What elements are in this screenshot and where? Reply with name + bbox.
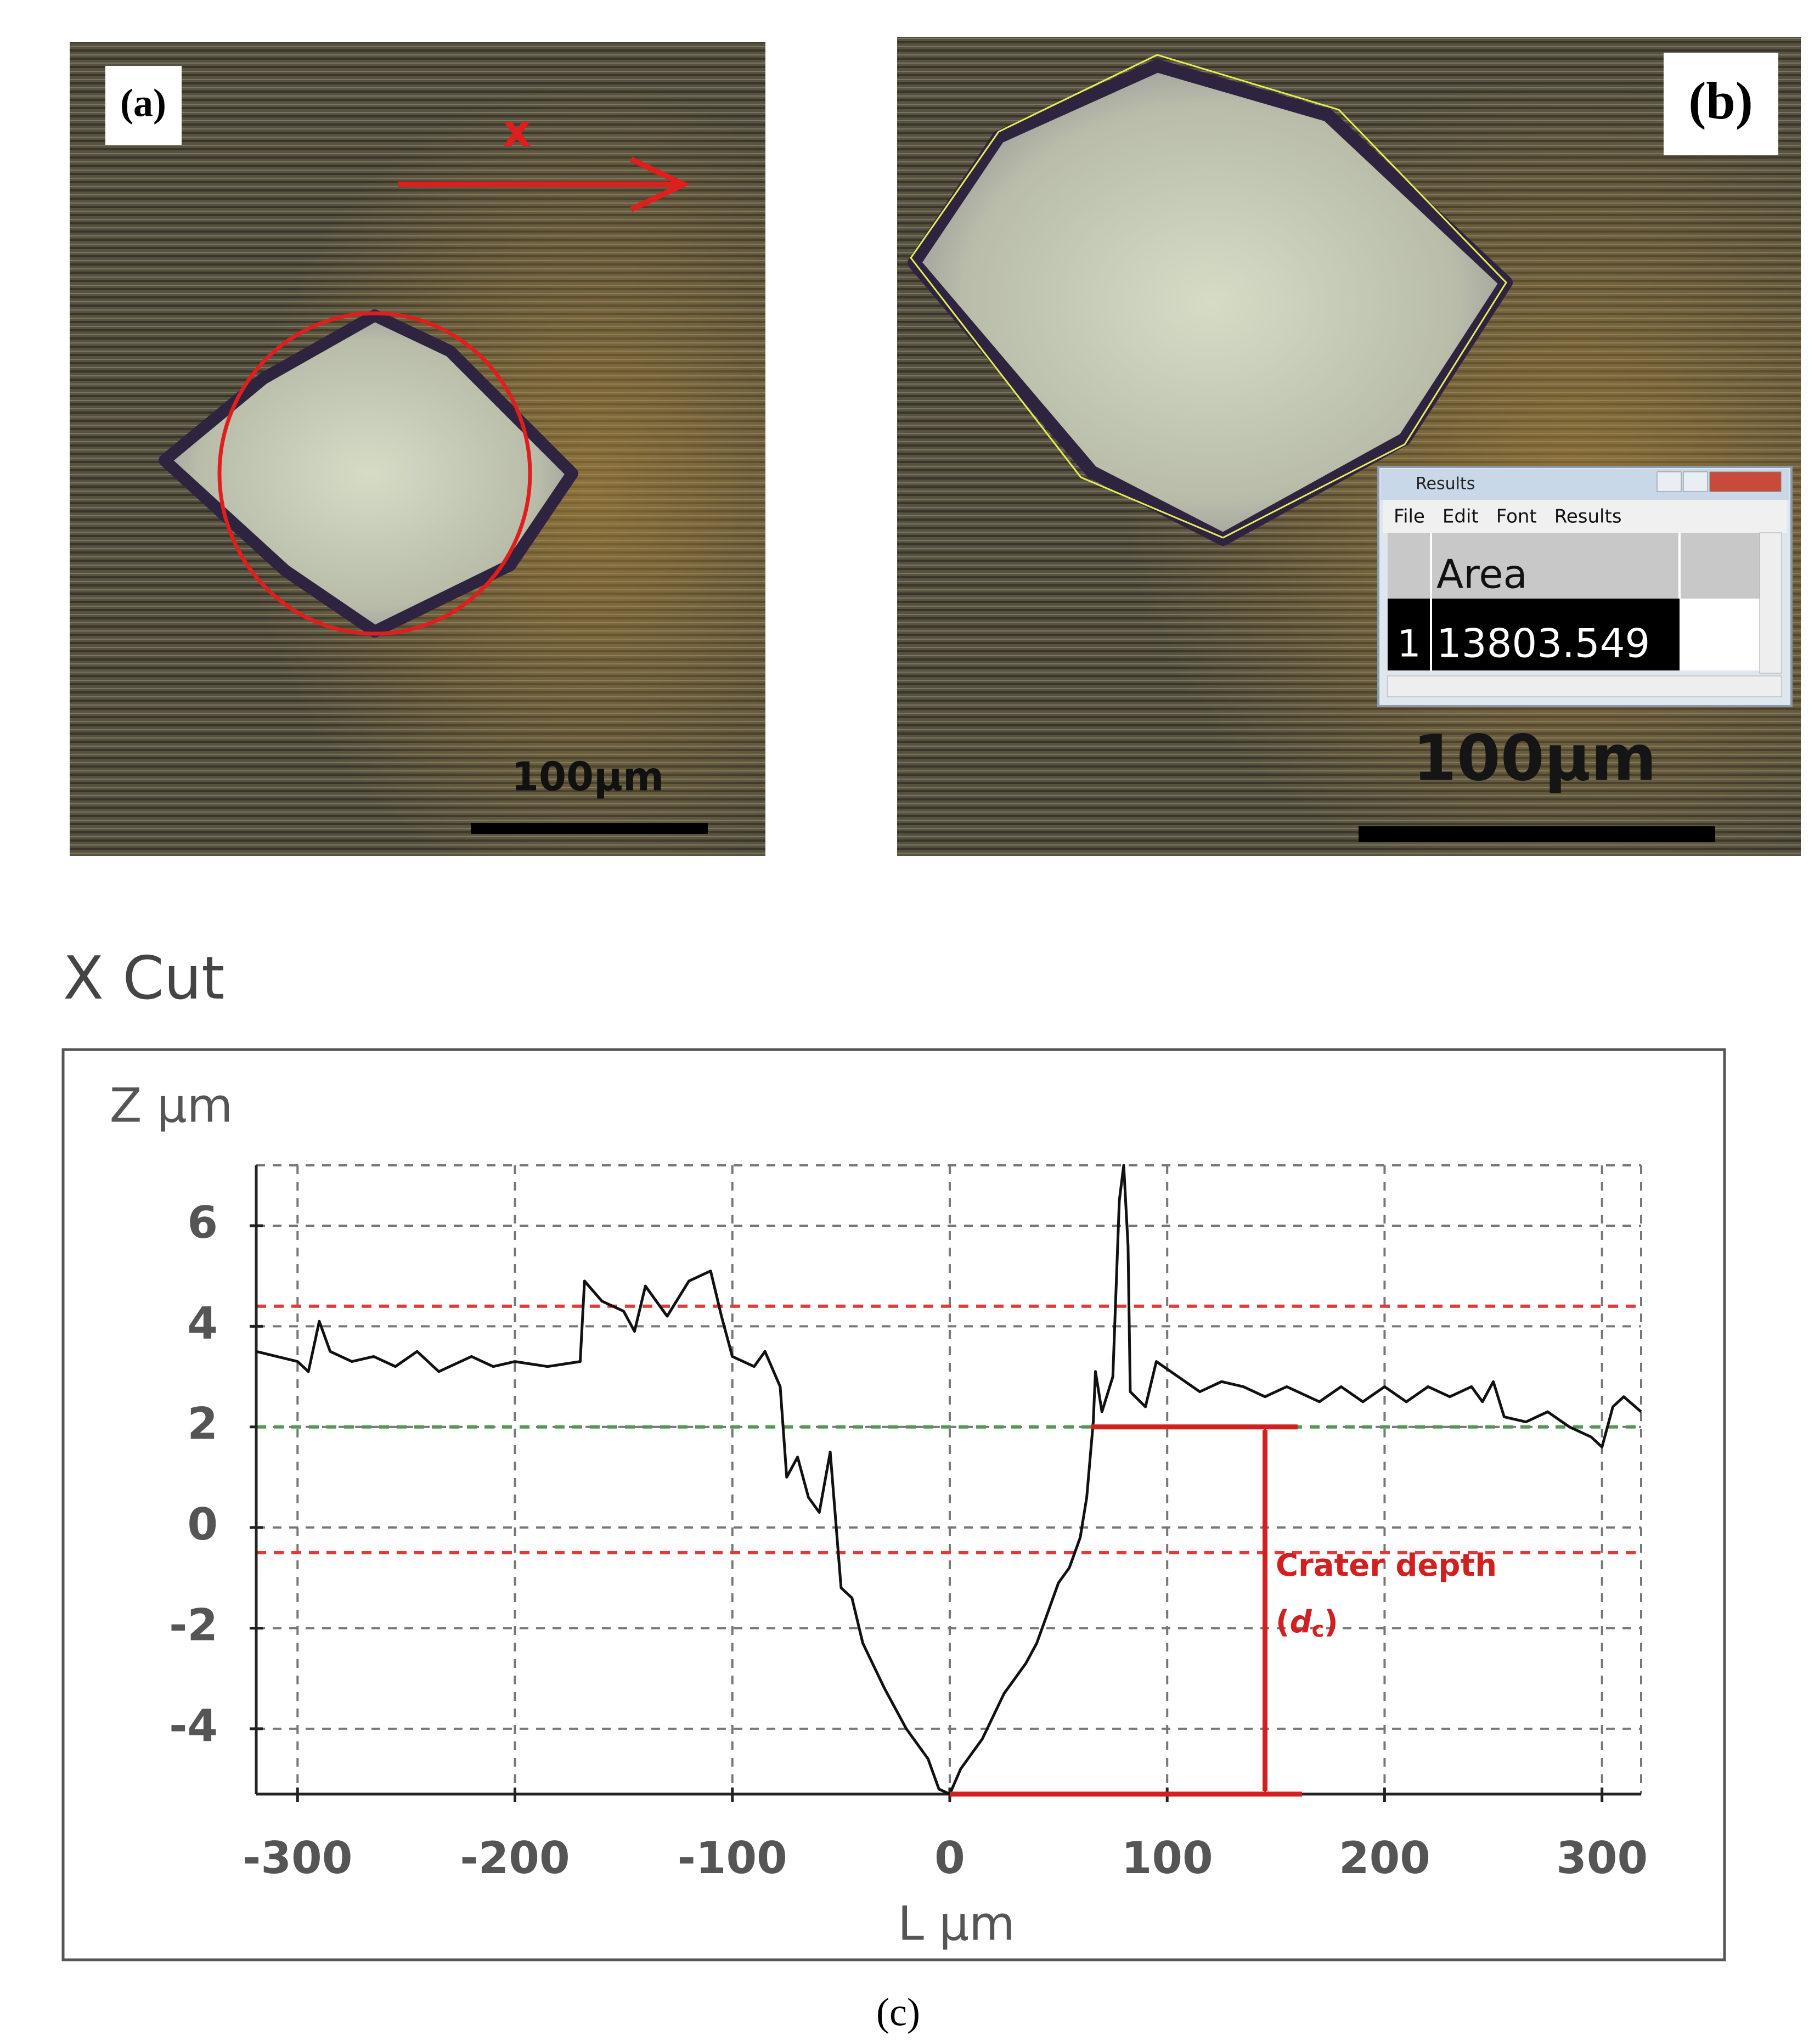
- annotation-symbol: (dc): [1276, 1604, 1338, 1641]
- chart-frame: [61, 1048, 1726, 1961]
- symbol-subscript: c: [1312, 1617, 1325, 1642]
- annotation-text: Crater depth: [1276, 1548, 1497, 1583]
- micrograph-a: (a) x 100µm: [70, 42, 765, 856]
- chart-title: X Cut: [63, 944, 225, 1013]
- symbol-base: d: [1290, 1604, 1312, 1640]
- panel-label: (c): [876, 1991, 920, 2034]
- y-tick-label: 6: [187, 1197, 218, 1248]
- window-title: Results: [1416, 475, 1475, 494]
- x-tick-label: -100: [678, 1833, 787, 1884]
- y-tick-label: -2: [169, 1599, 218, 1650]
- x-tick-label: 0: [934, 1833, 965, 1884]
- close-button[interactable]: [1709, 471, 1782, 492]
- x-axis-label: L µm: [898, 1896, 1015, 1951]
- column-header: Area: [1436, 551, 1528, 597]
- horizontal-scrollbar[interactable]: [1387, 675, 1782, 697]
- row-index: 1: [1397, 623, 1421, 666]
- y-tick-label: 2: [187, 1399, 218, 1450]
- maximize-button[interactable]: [1683, 471, 1708, 492]
- micrograph-b: (b) Results File Edit Font Results Area 1 1…: [897, 37, 1801, 856]
- scale-bar-label: 100µm: [1413, 722, 1657, 796]
- y-tick-label: -4: [169, 1700, 218, 1751]
- x-tick-label: 100: [1122, 1833, 1213, 1884]
- y-tick-label: 4: [187, 1298, 218, 1349]
- minimize-button[interactable]: [1656, 471, 1682, 492]
- y-axis-label: Z µm: [110, 1078, 233, 1133]
- x-tick-label: -300: [243, 1833, 352, 1884]
- results-window: Results File Edit Font Results Area 1 13803…: [1377, 466, 1793, 707]
- menu-item[interactable]: Results: [1554, 506, 1622, 528]
- profile-line: [256, 1164, 1642, 1796]
- area-value: 13803.549: [1436, 621, 1650, 667]
- x-tick-label: -200: [460, 1833, 570, 1884]
- plot: -4 -2 0 2 4 6 -300 -200 -100 0 100 200 300: [169, 1164, 1648, 1884]
- vertical-scrollbar[interactable]: [1759, 532, 1782, 674]
- scale-bar-label: 100µm: [511, 754, 664, 800]
- menu-item[interactable]: Edit: [1443, 506, 1479, 528]
- y-tick-label: 0: [187, 1499, 218, 1550]
- x-tick-label: 200: [1339, 1833, 1430, 1884]
- symbol-open: (: [1276, 1604, 1290, 1640]
- panel-label: (b): [1688, 71, 1753, 130]
- panel-label: (a): [120, 81, 166, 125]
- menu-item[interactable]: Font: [1496, 506, 1537, 528]
- axis-direction-label: x: [503, 105, 531, 156]
- x-tick-label: 300: [1556, 1833, 1648, 1884]
- menu-item[interactable]: File: [1394, 506, 1425, 528]
- symbol-close: ): [1324, 1604, 1338, 1640]
